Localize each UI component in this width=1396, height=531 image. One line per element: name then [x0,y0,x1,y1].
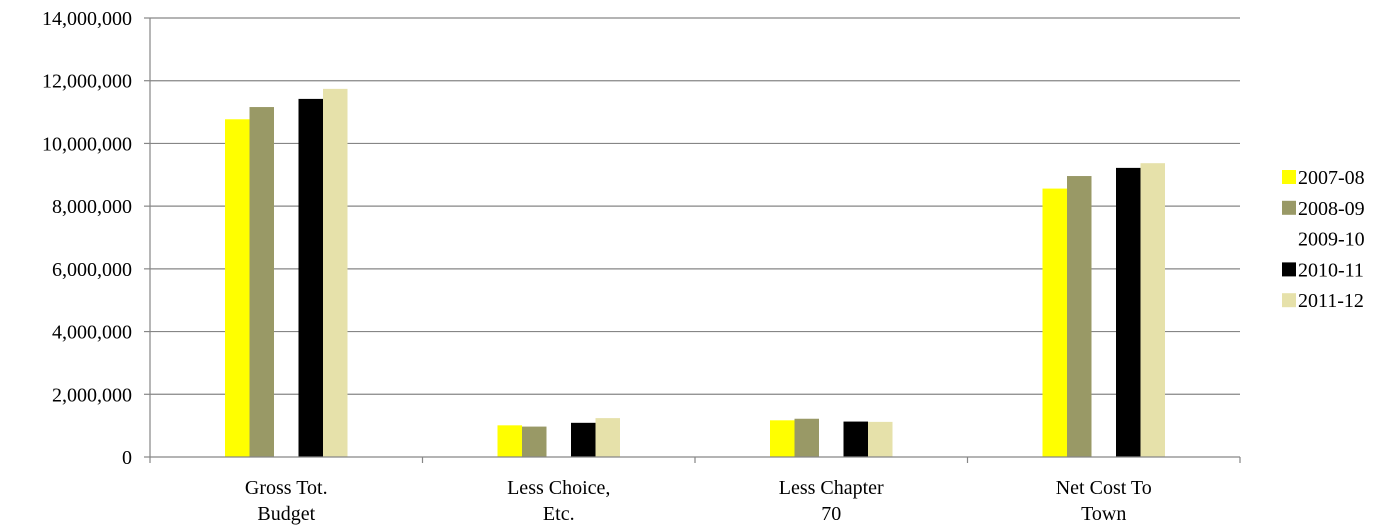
bar-2007-08-2 [770,420,795,457]
bars [225,88,1165,458]
legend-swatch-2010-11 [1282,262,1296,277]
x-tick-label: Budget [257,503,315,525]
x-tick-label: Gross Tot. [245,477,328,499]
legend-label: 2007-08 [1298,167,1365,189]
y-tick-label: 6,000,000 [52,259,132,281]
x-axis-ticks: Gross Tot. Budget Less Choice, Etc. Less Cha… [149,457,1241,525]
bar-2010-11-3 [1116,167,1141,457]
bar-2011-12-2 [868,421,893,457]
x-tick-label: Etc. [543,503,575,525]
y-tick-label: 0 [122,447,132,469]
bar-2010-11-1 [571,422,596,457]
legend-label: 2011-12 [1298,290,1364,312]
bar-2010-11-2 [843,421,868,457]
bar-2011-12-3 [1140,163,1165,457]
bar-2007-08-0 [225,119,250,457]
legend-swatch-2009-10 [1282,231,1296,246]
legend-label: 2008-09 [1298,198,1365,220]
y-tick-label: 8,000,000 [52,196,132,218]
x-tick-label: Town [1081,503,1126,525]
x-tick-label: Net Cost To [1056,477,1152,499]
bar-2007-08-3 [1042,188,1067,457]
x-tick-label: 70 [821,503,841,525]
bar-2008-09-0 [249,107,274,457]
bar-2008-09-3 [1067,176,1092,458]
bar-2010-11-0 [298,98,323,457]
bar-2008-09-2 [794,418,819,457]
legend-label: 2010-11 [1298,259,1364,281]
y-tick-label: 14,000,000 [42,8,132,30]
y-tick-label: 10,000,000 [42,133,132,155]
legend: 2007-08 2008-09 2009-10 2010-11 2011-12 [1282,167,1365,312]
legend-swatch-2011-12 [1282,293,1296,308]
y-tick-label: 12,000,000 [42,71,132,93]
legend-swatch-2008-09 [1282,200,1296,215]
bar-2007-08-1 [497,425,522,457]
x-tick-label: Less Chapter [779,477,884,499]
y-tick-label: 2,000,000 [52,384,132,406]
y-tick-label: 4,000,000 [52,322,132,344]
bar-2011-12-0 [323,88,348,458]
bar-2011-12-1 [595,418,620,457]
x-tick-label: Less Choice, [507,477,610,499]
legend-label: 2009-10 [1298,229,1365,251]
legend-swatch-2007-08 [1282,170,1296,184]
y-axis-ticks: 0 2,000,000 4,000,000 6,000,000 8,000,000 10,… [42,8,150,469]
bar-2008-09-1 [522,426,547,457]
